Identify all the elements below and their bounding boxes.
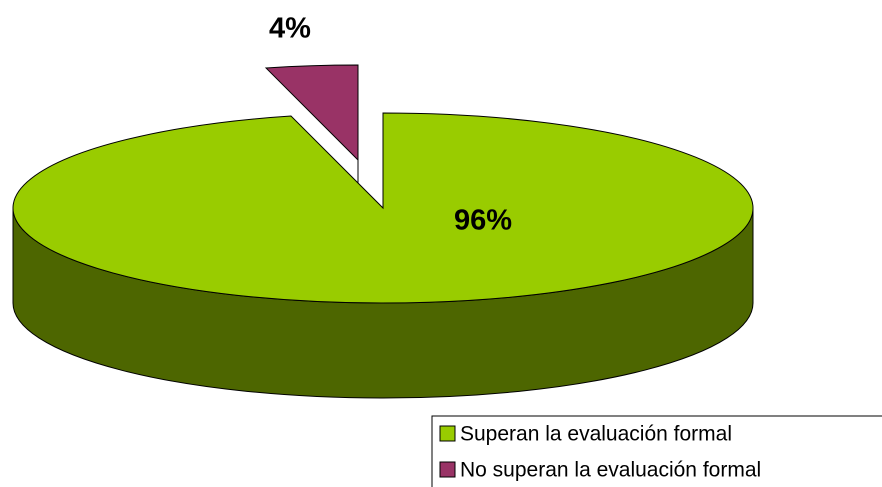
legend-swatch	[439, 425, 456, 442]
slice-top	[264, 64, 359, 162]
legend-swatch	[439, 461, 456, 478]
legend-box	[431, 415, 882, 487]
legend: Superan la evaluación formal No superan l…	[431, 415, 882, 487]
slice-top	[12, 112, 754, 304]
legend-label: No superan la evaluación formal	[460, 459, 761, 482]
data-label: 96%	[454, 205, 512, 237]
slice	[12, 112, 754, 399]
legend-label: Superan la evaluación formal	[460, 423, 732, 446]
data-label: 4%	[269, 13, 311, 45]
pie: 96% 4%	[12, 13, 754, 399]
